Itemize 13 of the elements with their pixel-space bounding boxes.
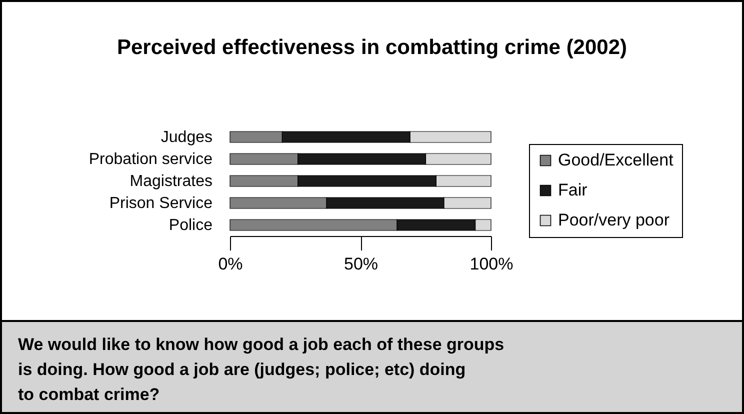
y-tick-label: Prison Service: [109, 195, 213, 212]
legend-label: Good/Excellent: [558, 150, 674, 170]
x-tick-label: 0%: [218, 254, 243, 274]
y-tick-label: Judges: [160, 129, 212, 146]
chart-title: Perceived effectiveness in combatting crime (2002): [116, 36, 628, 60]
text: We would like to know how good a job each of these groups is doing. How good a job are (judges; police; etc) doing to combat crime?: [2, 320, 742, 414]
legend-label: Fair: [558, 180, 588, 200]
legend-label: Poor/very poor: [558, 210, 670, 230]
y-tick-label: Magistrates: [130, 173, 212, 190]
y-tick-label: Police: [168, 217, 213, 234]
x-tick-label: 100%: [470, 254, 514, 274]
y-tick-label: Probation service: [88, 151, 213, 168]
x-tick-label: 50%: [344, 254, 378, 274]
